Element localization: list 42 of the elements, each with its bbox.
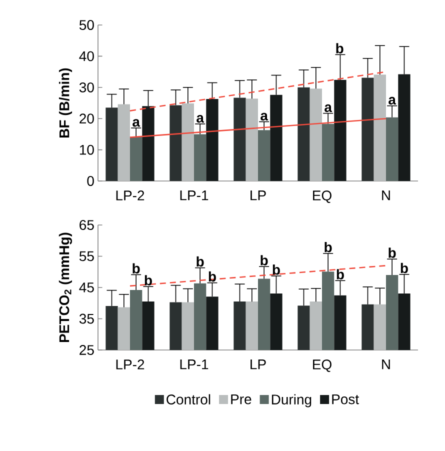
x-tick-label: EQ <box>313 190 332 203</box>
y-tick-label: 0 <box>87 176 94 186</box>
y-tick-label: 30 <box>79 82 94 92</box>
y-tick-label: 35 <box>79 314 94 324</box>
x-tick-label: LP <box>250 190 266 200</box>
legend-label: Post <box>332 394 359 404</box>
y-tick-label: 10 <box>80 144 94 155</box>
annotation: b <box>324 242 332 252</box>
annotation: a <box>260 112 268 121</box>
legend-label: Pre <box>231 394 252 404</box>
x-tick-label: EQ <box>313 360 332 372</box>
annotation: b <box>144 275 152 286</box>
annotation: b <box>272 264 280 275</box>
y-tick-label: 55 <box>79 251 94 262</box>
y-axis-title: BF (B/min) <box>58 68 72 138</box>
annotation: a <box>388 96 396 105</box>
annotation: a <box>132 119 140 127</box>
y-axis-title: PETCO$_{2}$ (mmHg) <box>58 232 72 342</box>
y-tick-label: 25 <box>80 345 94 355</box>
y-tick-label: 40 <box>79 51 94 62</box>
annotation: b <box>196 256 204 267</box>
x-tick-label: LP-1 <box>180 360 208 370</box>
annotation: b <box>336 43 344 54</box>
x-tick-label: LP-1 <box>180 190 208 200</box>
annotation: a <box>196 115 204 123</box>
legend-label: Control <box>166 394 210 404</box>
annotation: b <box>132 263 140 274</box>
x-tick-label: LP-2 <box>116 360 144 370</box>
x-tick-label: N <box>382 360 390 370</box>
x-tick-label: LP <box>250 360 266 370</box>
legend-label: During <box>272 394 312 408</box>
x-tick-label: LP-2 <box>116 190 144 200</box>
x-tick-label: N <box>382 190 390 200</box>
y-tick-label: 65 <box>80 220 94 230</box>
y-tick-label: 20 <box>80 114 94 124</box>
annotation: b <box>388 248 396 258</box>
annotation: a <box>324 104 332 112</box>
annotation: b <box>260 255 268 266</box>
y-tick-label: 45 <box>79 282 94 292</box>
annotation: b <box>336 269 344 280</box>
y-tick-label: 50 <box>79 20 94 30</box>
annotation: b <box>400 262 408 274</box>
